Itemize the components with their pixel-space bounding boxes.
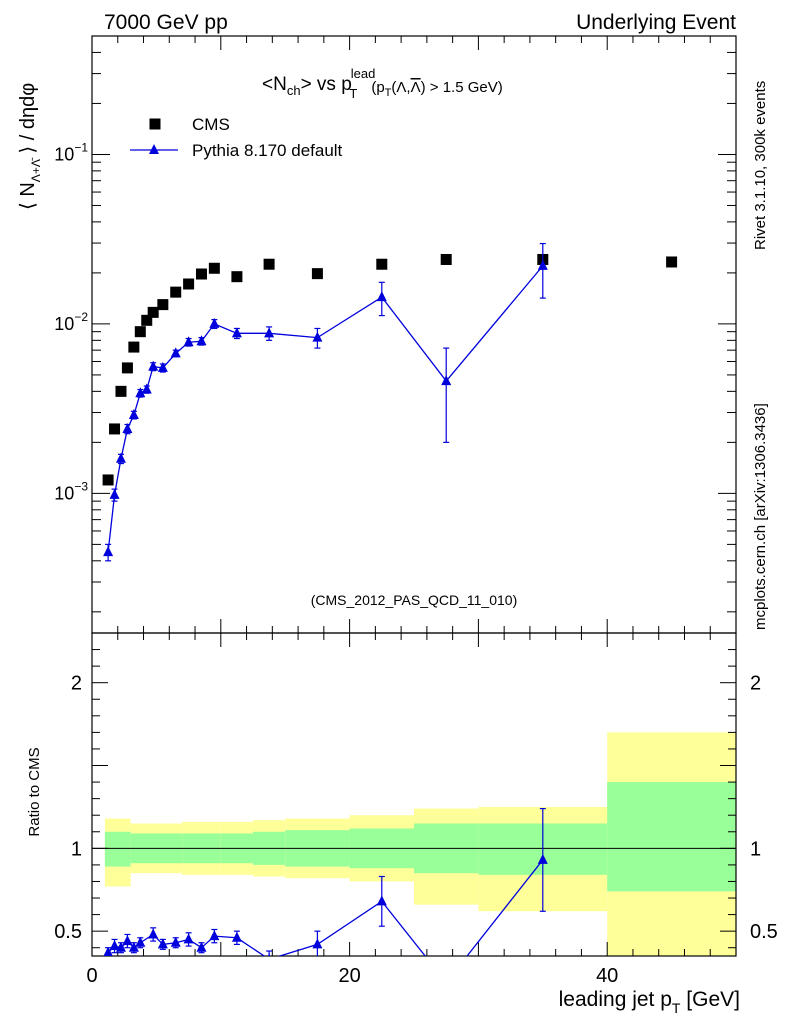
y-tick-label: 10−2 — [54, 310, 88, 334]
y-tick-label: 10−1 — [54, 140, 88, 164]
cms-point — [134, 326, 146, 338]
ratio-point — [103, 946, 113, 956]
ratio-point — [267, 953, 271, 956]
ratio-frame — [91, 632, 737, 957]
cms-point — [195, 268, 207, 280]
ratio-point — [128, 941, 139, 952]
ratio-y-tick-label-right: 2 — [750, 673, 761, 695]
pythia-point — [209, 317, 220, 328]
mcplots-label: mcplots.cern.ch [arXiv:1306.3436] — [752, 403, 769, 630]
cms-point — [231, 271, 243, 283]
analysis-id: (CMS_2012_PAS_QCD_11_010) — [311, 592, 518, 608]
ratio-point — [537, 853, 548, 864]
band-inner — [607, 782, 736, 892]
x-tick-label: 40 — [596, 965, 618, 987]
cms-point — [147, 306, 159, 318]
rivet-label: Rivet 3.1.10, 300k events — [752, 81, 769, 250]
pythia-point — [109, 488, 120, 499]
cms-point — [128, 341, 140, 353]
cms-point — [440, 253, 452, 265]
x-tick-label: 20 — [338, 965, 360, 987]
ratio-y-tick-label: 2 — [71, 673, 82, 695]
pythia-point — [312, 331, 323, 342]
cms-point — [666, 256, 678, 268]
pythia-point — [141, 383, 152, 394]
pythia-point — [170, 347, 181, 358]
pythia-point — [115, 452, 126, 463]
ratio-point — [135, 936, 146, 947]
ratio-y-tick-label-right: 1 — [750, 838, 761, 860]
pythia-point — [441, 375, 452, 386]
ratio-point — [376, 895, 387, 906]
ratio-y-label: Ratio to CMS — [26, 747, 43, 836]
cms-point — [170, 286, 182, 298]
cms-point — [208, 262, 220, 274]
ratio-point — [209, 930, 220, 941]
legend-pythia-label: Pythia 8.170 default — [192, 141, 343, 160]
cms-point — [376, 258, 388, 270]
pythia-point — [183, 336, 194, 347]
cms-point — [141, 314, 153, 326]
main-panel: 10−3 10−2 10−1 CMS Pythia 8.170 default — [54, 35, 737, 647]
x-axis-label: leading jet pT [GeV] — [559, 988, 740, 1016]
ratio-point — [109, 940, 120, 951]
ratio-point — [183, 933, 194, 944]
ratio-series — [103, 807, 548, 987]
cms-point — [102, 474, 114, 486]
main-frame — [91, 35, 737, 634]
ratio-point — [312, 938, 323, 949]
ratio-y-tick-label: 1 — [71, 838, 82, 860]
ratio-point — [148, 928, 159, 939]
ratio-y-tick-label-right: 0.5 — [750, 921, 778, 943]
legend: CMS Pythia 8.170 default — [130, 115, 343, 160]
pythia-point — [537, 259, 548, 270]
ratio-point — [170, 936, 181, 947]
ratio-y-tick-label: 0.5 — [54, 921, 82, 943]
pythia-point — [122, 422, 133, 433]
ratio-point — [196, 941, 207, 952]
legend-cms-marker — [149, 118, 161, 130]
y-tick-label: 10−3 — [54, 479, 88, 503]
cms-point — [121, 362, 133, 374]
pythia-point — [148, 360, 159, 371]
ratio-point — [122, 935, 133, 946]
pythia-point — [157, 361, 168, 372]
pythia-line — [107, 265, 544, 553]
pythia-point — [264, 327, 275, 338]
pythia-point — [103, 546, 114, 557]
pythia-point — [231, 327, 242, 338]
pythia-point — [376, 291, 387, 302]
ratio-point — [231, 931, 242, 942]
pythia-point — [135, 387, 146, 398]
cms-point — [157, 299, 169, 311]
ratio-point — [441, 977, 451, 987]
cms-point — [183, 278, 195, 290]
pythia-point — [196, 335, 207, 346]
header-left: 7000 GeV pp — [104, 11, 228, 34]
x-tick-label: 0 — [86, 965, 97, 987]
main-y-label: ⟨ NΛ+Λ̄ ⟩ / dηdφ — [17, 83, 43, 210]
cms-point — [115, 385, 127, 397]
cms-point — [109, 423, 121, 435]
main-title: <Nch> vs plead T (pT(Λ,Λ) > 1.5 GeV) — [262, 66, 503, 101]
ratio-panel: 0 20 40 0.5 0.5 1 1 2 2 — [54, 36, 778, 987]
ratio-point — [115, 941, 126, 952]
cms-point — [263, 258, 275, 270]
header-right: Underlying Event — [576, 11, 736, 34]
legend-cms-label: CMS — [192, 115, 230, 134]
legend-pythia-marker — [149, 144, 159, 154]
ratio-point — [157, 938, 168, 949]
cms-point — [311, 268, 323, 280]
band-inner — [104, 831, 131, 867]
pythia-point — [128, 409, 139, 420]
